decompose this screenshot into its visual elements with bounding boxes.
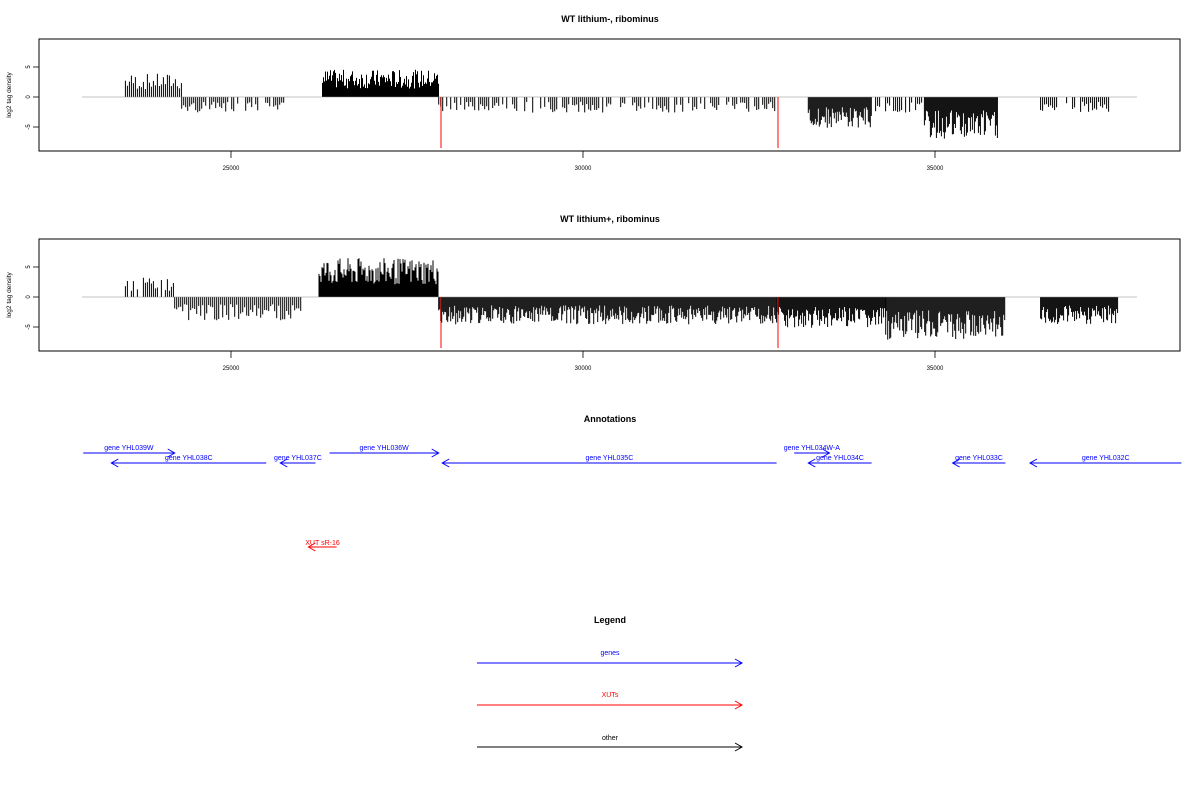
panel-2-xtick-label-1: 25000 (223, 366, 240, 372)
feature-label: gene YHL034C (816, 455, 864, 462)
feature-arrowhead (431, 448, 440, 458)
feature-arrowhead (307, 542, 316, 552)
feature-arrowhead (951, 458, 960, 468)
panel-1-ylabel: log2 tag density (6, 71, 13, 117)
panel-2: WT lithium+, ribominus 5 0 -5 log2 tag d… (6, 214, 1181, 372)
panel-2-title: WT lithium+, ribominus (560, 214, 660, 224)
feature-arrowhead (441, 458, 450, 468)
feature-arrowhead (1028, 458, 1038, 468)
feature-label: gene YHL035C (586, 455, 634, 462)
legend-arrowhead-xuts (734, 700, 744, 710)
feature-label: gene YHL034W-A (784, 445, 840, 452)
feature-label: gene YHL038C (165, 455, 213, 462)
legend-arrowhead-genes (734, 658, 744, 668)
panel-1-ytick-label-2: 0 (26, 95, 32, 99)
legend: Legend genes XUTs other (477, 615, 744, 752)
feature-arrowhead (279, 458, 288, 468)
feature-label: XUT sR-16 (305, 540, 340, 547)
legend-title: Legend (594, 615, 626, 625)
feature-label: gene YHL033C (955, 455, 1003, 462)
feature-arrowhead (167, 448, 176, 458)
panel-2-bars (124, 258, 1119, 340)
panel-1-ytick-label-1: 5 (26, 65, 32, 69)
panel-2-ytick-label-1: 5 (26, 265, 32, 269)
panel-1-bars (124, 69, 1110, 139)
legend-label-xuts: XUTs (602, 692, 619, 699)
panel-2-frame (38, 238, 1181, 352)
panel-1-ytick-label-3: -5 (26, 124, 32, 130)
panel-1-title: WT lithium-, ribominus (561, 14, 659, 24)
feature-label: gene YHL037C (274, 455, 322, 462)
legend-label-genes: genes (600, 650, 620, 657)
panel-1-xtick-label-2: 30000 (575, 166, 592, 172)
legend-label-other: other (602, 735, 619, 742)
panel-2-ylabel: log2 tag density (6, 271, 13, 317)
panel-1-frame (38, 38, 1181, 152)
feature-arrowhead (110, 458, 119, 468)
panel-2-ytick-label-3: -5 (26, 324, 32, 330)
legend-arrowhead-other (734, 742, 744, 752)
panel-2-ytick-label-2: 0 (26, 295, 32, 299)
annotations-title: Annotations (584, 414, 637, 424)
panel-1: WT lithium-, ribominus 5 0 -5 log2 tag d… (6, 14, 1181, 172)
panel-2-xtick-label-2: 30000 (575, 366, 592, 372)
panel-1-xtick-label-1: 25000 (223, 166, 240, 172)
annotation-features: gene YHL039W gene YHL038C gene YHL037C gene… (83, 445, 1182, 552)
feature-label: gene YHL036W (359, 445, 409, 452)
feature-arrowhead (807, 458, 816, 468)
panel-2-xtick-label-3: 35000 (927, 366, 944, 372)
feature-arrowhead (822, 448, 831, 458)
feature-label: gene YHL032C (1082, 455, 1130, 462)
panel-1-xtick-label-3: 35000 (927, 166, 944, 172)
feature-label: gene YHL039W (104, 445, 154, 452)
